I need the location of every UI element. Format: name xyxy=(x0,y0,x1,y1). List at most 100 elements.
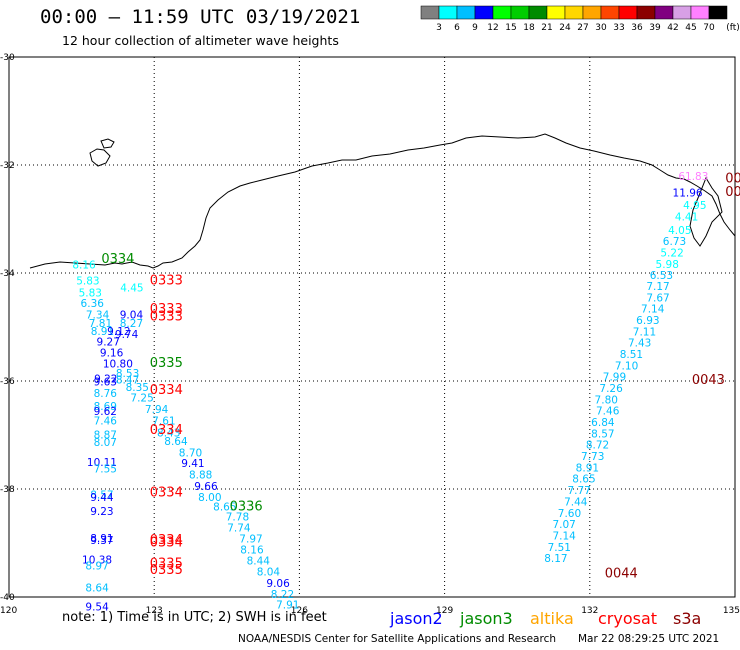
wave-height-label: 7.55 xyxy=(94,463,117,475)
wave-height-label: 8.91 xyxy=(91,326,114,338)
colorbar-swatch xyxy=(564,5,584,20)
wave-height-label: 7.61 xyxy=(152,415,175,427)
color-legend: 3 6 9 12 15 18 21 24 27 30 33 36 39 42 45 70 (ft) xyxy=(420,5,740,33)
wave-height-label: 6.36 xyxy=(81,298,105,310)
wave-height-label: 5.83 xyxy=(76,276,99,288)
pass-time-label: 0334 xyxy=(150,423,183,438)
wave-height-label: 8.88 xyxy=(189,469,212,481)
pass-time-label: 0334 xyxy=(150,535,183,550)
coastline-eyre-peninsula xyxy=(689,176,723,247)
wave-height-label: 11.96 xyxy=(673,188,703,200)
lat-tick-label: -30 xyxy=(0,53,15,63)
sat-legend-jason2: jason2 xyxy=(390,609,443,628)
colorbar-swatch xyxy=(600,5,620,20)
wave-height-label: 8.70 xyxy=(179,447,202,459)
wave-height-label: 8.65 xyxy=(213,501,236,513)
wave-height-label: 7.60 xyxy=(558,508,581,520)
wave-height-label: 9.62 xyxy=(94,406,117,418)
pass-time-label: 0334 xyxy=(150,533,183,548)
pass-time-label: 0043 xyxy=(692,373,725,388)
coastline xyxy=(29,133,736,269)
lon-tick-label: 129 xyxy=(436,606,453,616)
wave-height-label: 7.25 xyxy=(130,393,153,405)
colorbar-swatch xyxy=(708,5,728,20)
wave-height-label: 4.41 xyxy=(675,211,698,223)
colorbar-label: 27 xyxy=(577,23,588,33)
wave-height-label: 8.22 xyxy=(271,589,294,601)
axis-tick-labels: 120 123 126 129 132 135 -30 -32 -34 -36 -38 -40 xyxy=(0,53,740,616)
colorbar-label: 21 xyxy=(541,23,552,33)
wave-height-label: 10.80 xyxy=(103,359,133,371)
colorbar-swatch xyxy=(420,5,440,20)
pass-time-label: 0335 xyxy=(150,556,183,571)
pass-time-label: 0333 xyxy=(150,310,183,325)
wave-height-label: 6.93 xyxy=(636,315,659,327)
island-north xyxy=(100,138,115,149)
wave-height-label: 8.91 xyxy=(90,533,113,545)
wave-height-label: 7.78 xyxy=(226,512,249,524)
wave-height-label: 7.81 xyxy=(89,318,112,330)
wave-height-label: 9.44 xyxy=(90,492,114,504)
pass-time-label: 0336 xyxy=(230,500,263,515)
wave-height-label: 7.14 xyxy=(641,304,665,316)
colorbar-label: 12 xyxy=(487,23,498,33)
wave-height-label: 8.00 xyxy=(198,492,221,504)
pass-time-label: 0044 xyxy=(605,567,638,582)
pass-time-label: 0334 xyxy=(150,486,183,501)
colorbar-unit: (ft) xyxy=(726,23,740,33)
colorbar-swatch xyxy=(546,5,566,20)
lon-tick-label: 132 xyxy=(581,606,598,616)
wave-height-label: 4.05 xyxy=(668,225,691,237)
generated-timestamp: Mar 22 08:29:25 UTC 2021 xyxy=(578,633,720,645)
wave-height-label: 8.53 xyxy=(116,368,139,380)
wave-height-label: 6.53 xyxy=(650,270,673,282)
colorbar-label: 3 xyxy=(436,23,442,33)
pass-time-label: 0335 xyxy=(150,356,183,371)
wave-height-label: 7.74 xyxy=(227,522,251,534)
wave-height-label: 9.04 xyxy=(120,310,144,322)
wave-height-label: 7.44 xyxy=(564,496,588,508)
wave-height-label: 9.37 xyxy=(90,535,113,547)
lon-tick-label: 135 xyxy=(723,606,740,616)
island-south xyxy=(89,148,111,167)
colorbar-swatch xyxy=(510,5,530,20)
wave-height-label: 8.17 xyxy=(544,553,567,565)
wave-height-label: 7.80 xyxy=(595,394,618,406)
wave-height-label: 8.76 xyxy=(94,388,118,400)
pass-time-label: 0333 xyxy=(150,302,183,317)
wave-height-label: 4.45 xyxy=(120,283,143,295)
page-title: 00:00 – 11:59 UTC 03/19/2021 xyxy=(40,6,361,28)
colorbar-swatch xyxy=(690,5,710,20)
wave-height-label: 8.16 xyxy=(72,259,96,271)
pass-time-label: 0333 xyxy=(150,273,183,288)
lat-tick-label: -32 xyxy=(0,161,15,171)
colorbar-swatch xyxy=(438,5,458,20)
wave-height-label: 10.11 xyxy=(87,457,117,469)
wave-height-label: 8.97 xyxy=(85,561,108,573)
wave-height-label: 8.91 xyxy=(576,462,599,474)
wave-height-label: 8.47 xyxy=(116,374,139,386)
wave-height-label: 8.87 xyxy=(94,429,117,441)
colorbar-label: 9 xyxy=(472,23,478,33)
colorbar-swatch xyxy=(456,5,476,20)
wave-height-label: 7.91 xyxy=(276,600,299,612)
colorbar-label: 6 xyxy=(454,23,460,33)
wave-height-label: 9.27 xyxy=(97,337,120,349)
page-subtitle: 12 hour collection of altimeter wave hei… xyxy=(62,33,339,48)
colorbar-label: 24 xyxy=(559,23,571,33)
wave-height-label: 9.54 xyxy=(85,602,109,614)
colorbar-swatch xyxy=(582,5,602,20)
wave-height-label: 8.27 xyxy=(120,318,143,330)
wave-height-label: 7.46 xyxy=(94,415,118,427)
sat-legend-jason3: jason3 xyxy=(460,609,513,628)
colorbar-label: 70 xyxy=(703,23,715,33)
wave-height-label: 9.66 xyxy=(194,481,218,493)
wave-height-label: 8.64 xyxy=(164,436,188,448)
wave-height-label: 8.69 xyxy=(94,401,117,413)
colorbar-label: 30 xyxy=(595,23,607,33)
wave-height-label: 7.97 xyxy=(239,534,262,546)
lon-tick-label: 120 xyxy=(0,606,17,616)
colorbar-swatch xyxy=(672,5,692,20)
sat-legend-altika: altika xyxy=(530,609,574,628)
wave-height-label: 7.17 xyxy=(646,281,669,293)
